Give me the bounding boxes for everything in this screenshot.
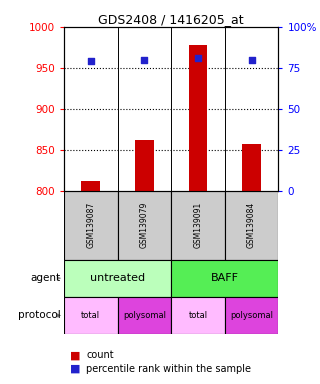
Point — [142, 56, 147, 63]
Text: ■: ■ — [70, 364, 81, 374]
Bar — [135, 140, 154, 191]
Text: percentile rank within the sample: percentile rank within the sample — [86, 364, 252, 374]
Bar — [171, 191, 225, 260]
Text: GSM139091: GSM139091 — [194, 202, 203, 248]
Bar — [64, 191, 118, 260]
Point — [249, 56, 254, 63]
Bar — [188, 45, 207, 191]
Text: BAFF: BAFF — [211, 273, 239, 283]
Bar — [171, 297, 225, 334]
Text: agent: agent — [31, 273, 61, 283]
Text: ■: ■ — [70, 350, 81, 360]
Text: GSM139079: GSM139079 — [140, 202, 149, 248]
Point — [196, 55, 201, 61]
Text: count: count — [86, 350, 114, 360]
Bar — [118, 191, 171, 260]
Text: total: total — [188, 311, 208, 320]
Bar — [118, 297, 171, 334]
Bar — [64, 260, 171, 297]
Point — [88, 58, 93, 65]
Text: polysomal: polysomal — [123, 311, 166, 320]
Text: protocol: protocol — [18, 310, 61, 320]
Text: untreated: untreated — [90, 273, 145, 283]
Text: GSM139087: GSM139087 — [86, 202, 95, 248]
Bar — [242, 144, 261, 191]
Bar — [225, 191, 278, 260]
Bar — [171, 260, 278, 297]
Text: total: total — [81, 311, 100, 320]
Text: polysomal: polysomal — [230, 311, 273, 320]
Bar — [81, 181, 100, 191]
Text: GSM139084: GSM139084 — [247, 202, 256, 248]
Bar — [64, 297, 118, 334]
Title: GDS2408 / 1416205_at: GDS2408 / 1416205_at — [98, 13, 244, 26]
Bar — [225, 297, 278, 334]
